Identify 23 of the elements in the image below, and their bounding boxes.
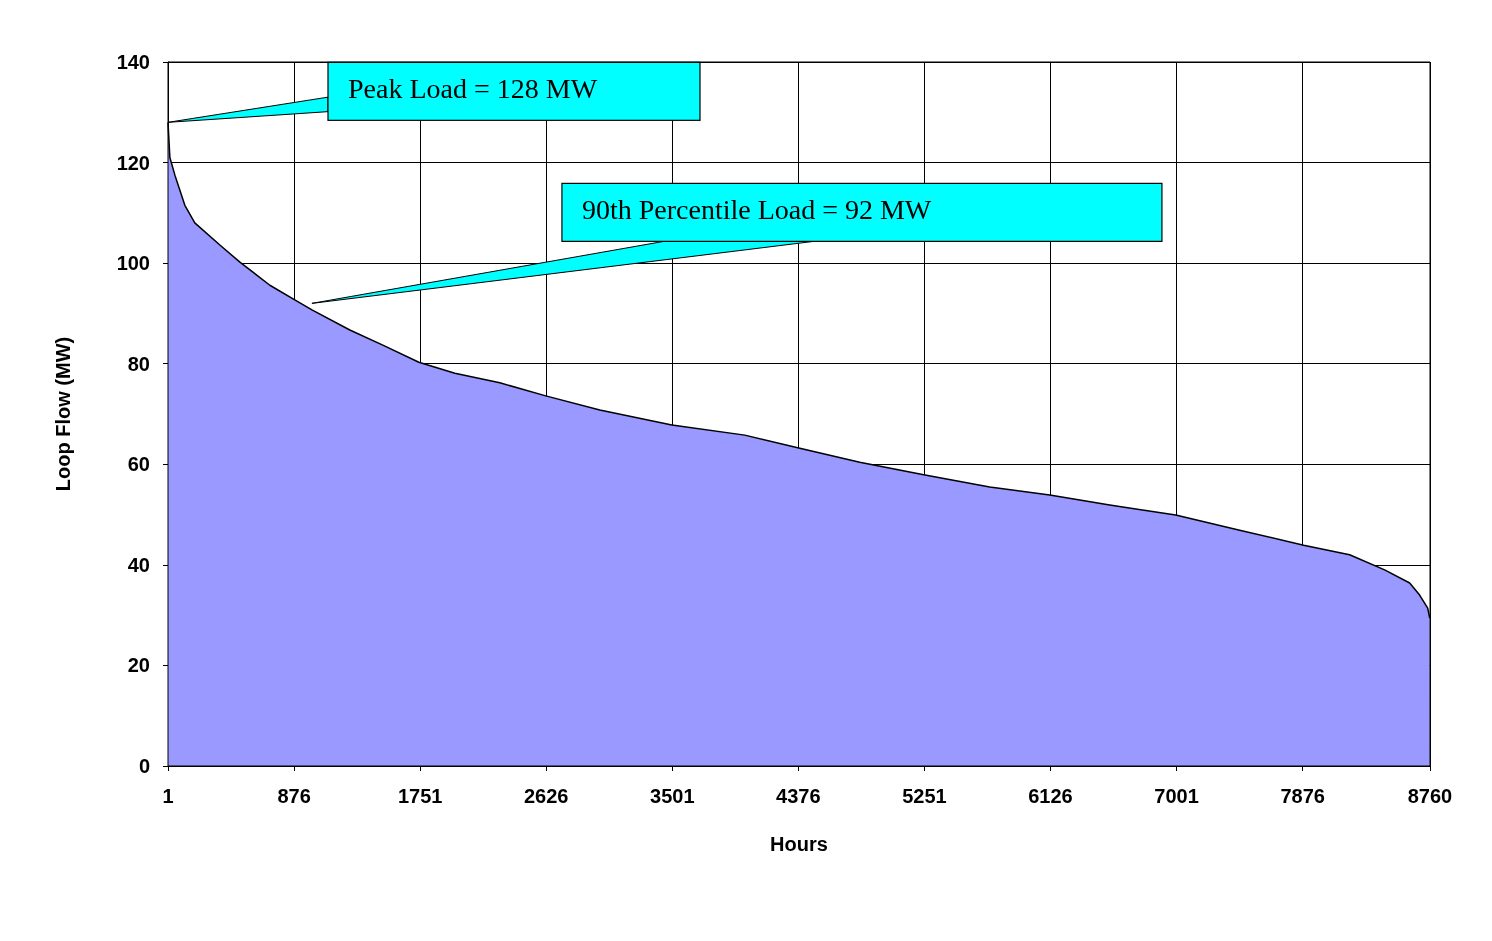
y-tick-label: 0	[138, 755, 150, 777]
annotation: 90th Percentile Load = 92 MW	[581, 193, 932, 225]
x-tick-label: 876	[277, 785, 311, 807]
x-tick-label: 4376	[776, 785, 821, 807]
x-tick-label: 2626	[523, 785, 569, 807]
y-tick-label: 80	[127, 352, 150, 375]
x-tick-label: 5251	[902, 785, 947, 807]
x-tick-label: 8760	[1407, 785, 1453, 807]
y-tick-label: 100	[116, 252, 150, 275]
x-tick-label: 1751	[397, 785, 443, 807]
y-tick-label: 60	[127, 453, 150, 476]
annotation: Peak Load = 128 MW	[348, 72, 598, 104]
x-tick-label: 6126	[1028, 785, 1073, 807]
x-tick-label: 7876	[1280, 785, 1325, 807]
y-tick-label: 20	[127, 654, 150, 677]
y-tick-label: 140	[116, 51, 150, 73]
x-tick-label: 3501	[650, 785, 695, 807]
x-axis-title: Hours	[770, 833, 828, 855]
x-tick-label: 1	[162, 785, 174, 807]
y-tick-label: 40	[127, 553, 150, 576]
x-tick-label: 7001	[1154, 785, 1199, 807]
y-tick-label: 120	[116, 151, 150, 174]
y-axis-title: Loop Flow (MW)	[52, 336, 74, 492]
